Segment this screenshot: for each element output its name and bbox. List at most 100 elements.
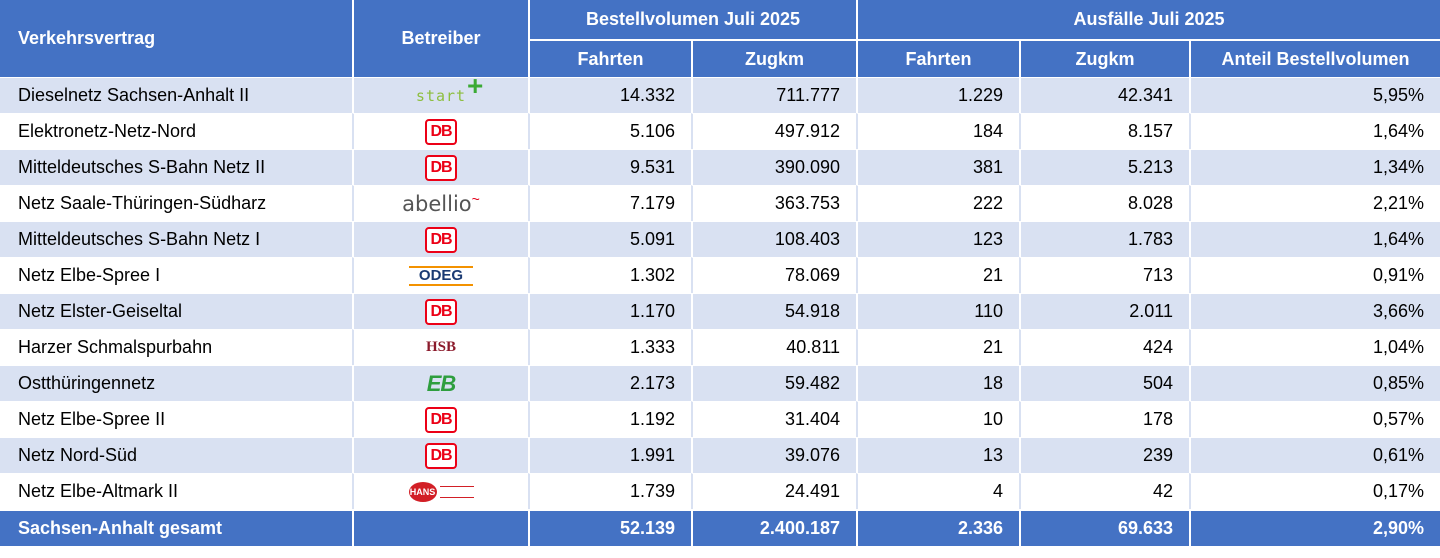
table-row: Netz Elbe-Altmark II HANS 1.739 24.491 4… [0,473,1440,509]
db-logo-icon: DB [425,225,457,255]
anteil-cell: 1,64% [1189,113,1440,149]
total-name-cell: Sachsen-Anhalt gesamt [0,509,352,546]
bv-fahrten-cell: 14.332 [528,77,691,113]
af-zugkm-cell: 424 [1019,329,1189,365]
bv-fahrten-cell: 7.179 [528,185,691,221]
table-row: Ostthüringennetz EB 2.173 59.482 18 504 … [0,365,1440,401]
db-logo-icon: DB [425,405,457,435]
odeg-logo-icon: ODEG [408,261,474,291]
anteil-cell: 2,21% [1189,185,1440,221]
betreiber-logo-cell: EB [352,365,528,401]
af-zugkm-cell: 5.213 [1019,149,1189,185]
betreiber-logo-cell: DB [352,221,528,257]
betreiber-logo-cell: start + [352,71,528,113]
header-bv-fahrten: Fahrten [528,41,691,77]
verkehrsvertrag-cell: Netz Elbe-Spree II [0,401,352,437]
anteil-cell: 0,85% [1189,365,1440,401]
total-betreiber-cell [352,509,528,546]
betreiber-logo-cell: abellio ~ [352,185,528,221]
bv-fahrten-cell: 5.106 [528,113,691,149]
bv-zugkm-cell: 24.491 [691,473,856,509]
af-fahrten-cell: 21 [856,329,1019,365]
bv-zugkm-cell: 40.811 [691,329,856,365]
total-af-fahrten-cell: 2.336 [856,509,1019,546]
verkehrsvertrag-cell: Netz Elster-Geiseltal [0,293,352,329]
total-af-zugkm-cell: 69.633 [1019,509,1189,546]
bv-fahrten-cell: 2.173 [528,365,691,401]
db-logo-icon: DB [425,153,457,183]
db-logo-text: DB [425,298,457,325]
hans-logo-icon: HANS [408,477,474,507]
af-fahrten-cell: 381 [856,149,1019,185]
bv-fahrten-cell: 1.739 [528,473,691,509]
bv-fahrten-cell: 1.192 [528,401,691,437]
af-zugkm-cell: 42.341 [1019,77,1189,113]
start-logo-icon: start + [416,71,483,111]
total-bv-fahrten-cell: 52.139 [528,509,691,546]
anteil-cell: 0,91% [1189,257,1440,293]
af-fahrten-cell: 184 [856,113,1019,149]
header-af-zugkm: Zugkm [1019,41,1189,77]
total-anteil-cell: 2,90% [1189,509,1440,546]
af-fahrten-cell: 10 [856,401,1019,437]
anteil-cell: 0,17% [1189,473,1440,509]
header-ausfaelle: Ausfälle Juli 2025 [856,0,1440,41]
hans-logo-text: HANS [408,481,437,502]
betreiber-logo-cell: HANS [352,473,528,509]
af-zugkm-cell: 8.157 [1019,113,1189,149]
anteil-cell: 5,95% [1189,77,1440,113]
bv-zugkm-cell: 31.404 [691,401,856,437]
total-row: Sachsen-Anhalt gesamt 52.139 2.400.187 2.33… [0,509,1440,546]
af-zugkm-cell: 239 [1019,437,1189,473]
anteil-cell: 1,04% [1189,329,1440,365]
bv-zugkm-cell: 711.777 [691,77,856,113]
anteil-cell: 0,57% [1189,401,1440,437]
db-logo-text: DB [425,118,457,145]
anteil-cell: 3,66% [1189,293,1440,329]
db-logo-text: DB [425,442,457,469]
table-row: Netz Elbe-Spree II DB 1.192 31.404 10 17… [0,401,1440,437]
odeg-logo-text: ODEG [408,265,474,286]
verkehrsvertrag-cell: Mitteldeutsches S-Bahn Netz II [0,149,352,185]
af-fahrten-cell: 1.229 [856,77,1019,113]
table-row: Netz Elbe-Spree I ODEG 1.302 78.069 21 7… [0,257,1440,293]
bv-fahrten-cell: 1.302 [528,257,691,293]
bv-fahrten-cell: 1.991 [528,437,691,473]
table-row: Elektronetz-Netz-Nord DB 5.106 497.912 1… [0,113,1440,149]
verkehrsvertrag-cell: Mitteldeutsches S-Bahn Netz I [0,221,352,257]
bv-fahrten-cell: 1.170 [528,293,691,329]
betreiber-logo-cell: ODEG [352,257,528,293]
bv-zugkm-cell: 59.482 [691,365,856,401]
anteil-cell: 1,34% [1189,149,1440,185]
db-logo-icon: DB [425,117,457,147]
betreiber-logo-cell: DB [352,401,528,437]
header-af-fahrten: Fahrten [856,41,1019,77]
betreiber-logo-cell: DB [352,293,528,329]
bv-zugkm-cell: 390.090 [691,149,856,185]
verkehrsvertrag-cell: Dieselnetz Sachsen-Anhalt II [0,77,352,113]
bv-zugkm-cell: 497.912 [691,113,856,149]
verkehrsvertrag-cell: Netz Elbe-Altmark II [0,473,352,509]
bv-zugkm-cell: 39.076 [691,437,856,473]
db-logo-icon: DB [425,441,457,471]
header-bestellvolumen: Bestellvolumen Juli 2025 [528,0,856,41]
ausfaelle-table: Verkehrsvertrag Betreiber Bestellvolumen… [0,0,1440,546]
af-fahrten-cell: 18 [856,365,1019,401]
db-logo-text: DB [425,406,457,433]
eb-logo-icon: EB [427,369,457,399]
af-zugkm-cell: 713 [1019,257,1189,293]
af-fahrten-cell: 110 [856,293,1019,329]
bv-zugkm-cell: 54.918 [691,293,856,329]
af-zugkm-cell: 504 [1019,365,1189,401]
table-row: Harzer Schmalspurbahn HSB 1.333 40.811 2… [0,329,1440,365]
af-fahrten-cell: 222 [856,185,1019,221]
table-row: Netz Nord-Süd DB 1.991 39.076 13 239 0,6… [0,437,1440,473]
table-row: Mitteldeutsches S-Bahn Netz II DB 9.531 … [0,149,1440,185]
abellio-logo-text: abellio [402,191,472,216]
anteil-cell: 0,61% [1189,437,1440,473]
af-fahrten-cell: 123 [856,221,1019,257]
table-body: Dieselnetz Sachsen-Anhalt II start + 14.3… [0,71,1440,546]
db-logo-text: DB [425,154,457,181]
table-row: Netz Saale-Thüringen-Südharz abellio ~ 7.… [0,185,1440,221]
betreiber-logo-cell: HSB [352,329,528,365]
